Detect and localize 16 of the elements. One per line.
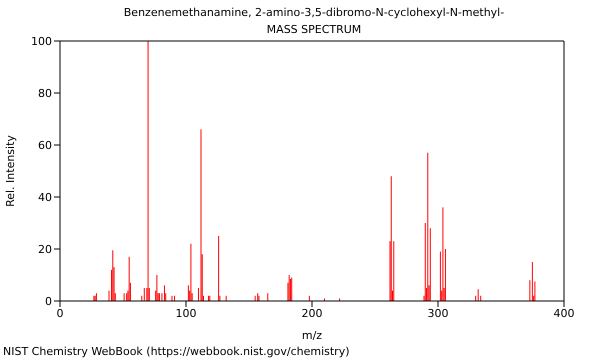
text: NIST Chemistry WebBook (https://webbook.nist.gov/chemistry) [3,345,350,358]
y-axis-title: Rel. Intensity [4,134,17,207]
x-axis-title: m/z [302,329,322,342]
y-tick-label: 80 [38,86,52,100]
chart-subtitle: MASS SPECTRUM [266,23,362,36]
x-tick-label: 100 [176,306,196,320]
y-tick-label: 0 [45,294,52,308]
chart-title: Benzenemethanamine, 2-amino-3,5-dibromo-N-cyclohexyl-N-methyl- [122,6,506,19]
y-tick-label: 60 [38,138,52,152]
y-tick-label: 40 [38,190,52,204]
x-tick-label: 200 [302,306,322,320]
y-tick-label: 100 [31,34,52,48]
x-tick-label: 400 [554,306,574,320]
y-tick-label: 20 [38,242,52,256]
x-tick-label: 0 [56,306,64,320]
x-tick-label: 300 [428,306,448,320]
